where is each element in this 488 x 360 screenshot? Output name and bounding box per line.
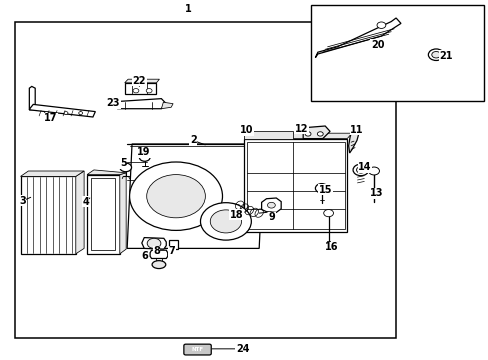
Text: 4: 4	[82, 197, 89, 207]
Polygon shape	[348, 128, 359, 153]
Polygon shape	[124, 79, 159, 83]
Circle shape	[431, 51, 440, 58]
Circle shape	[368, 167, 379, 175]
Polygon shape	[303, 126, 329, 139]
Text: 12: 12	[294, 124, 308, 134]
Text: 9: 9	[268, 212, 275, 222]
Polygon shape	[87, 175, 120, 254]
Circle shape	[267, 202, 275, 208]
Circle shape	[146, 175, 205, 218]
Text: 22: 22	[132, 76, 146, 86]
Polygon shape	[120, 173, 126, 254]
Bar	[15, 22, 395, 338]
Circle shape	[427, 49, 443, 60]
Text: 24: 24	[235, 344, 249, 354]
Text: 1: 1	[184, 4, 191, 14]
Text: 14: 14	[357, 162, 371, 172]
Text: 11: 11	[349, 125, 363, 135]
Polygon shape	[244, 133, 351, 139]
Polygon shape	[127, 144, 264, 248]
Text: 19: 19	[137, 147, 150, 157]
Text: 21: 21	[438, 51, 452, 61]
Polygon shape	[76, 171, 84, 254]
Text: 3: 3	[19, 196, 26, 206]
Circle shape	[147, 238, 161, 248]
Text: 10: 10	[240, 125, 253, 135]
Circle shape	[356, 167, 365, 173]
Bar	[326, 241, 329, 246]
Polygon shape	[29, 104, 95, 117]
Text: 7: 7	[168, 246, 175, 256]
Circle shape	[44, 112, 48, 114]
Circle shape	[139, 153, 150, 161]
Polygon shape	[124, 83, 156, 94]
Bar	[310, 5, 483, 101]
Circle shape	[323, 210, 333, 217]
Polygon shape	[150, 250, 167, 258]
Polygon shape	[161, 102, 173, 109]
Circle shape	[315, 184, 327, 193]
Text: 8: 8	[153, 246, 160, 256]
Circle shape	[129, 162, 222, 230]
Polygon shape	[244, 131, 293, 139]
Text: 23: 23	[106, 98, 120, 108]
Polygon shape	[20, 171, 84, 176]
Circle shape	[120, 163, 131, 172]
Text: 6: 6	[141, 251, 147, 261]
Text: 2: 2	[189, 135, 196, 145]
Polygon shape	[246, 142, 344, 229]
Circle shape	[200, 203, 251, 240]
Polygon shape	[87, 170, 126, 175]
Circle shape	[146, 89, 152, 93]
Polygon shape	[29, 86, 35, 110]
Text: 18: 18	[229, 210, 243, 220]
Text: 17: 17	[43, 113, 57, 123]
Circle shape	[64, 112, 68, 114]
Polygon shape	[91, 178, 115, 250]
Circle shape	[376, 22, 385, 28]
Circle shape	[79, 112, 82, 114]
Polygon shape	[244, 139, 346, 232]
Ellipse shape	[152, 261, 165, 269]
Polygon shape	[20, 176, 76, 254]
Text: 13: 13	[369, 188, 383, 198]
Text: 15: 15	[318, 185, 332, 195]
Bar	[168, 240, 177, 249]
Circle shape	[210, 210, 241, 233]
Polygon shape	[315, 18, 400, 58]
Circle shape	[352, 164, 368, 176]
Text: NTF: NTF	[191, 347, 203, 352]
Circle shape	[317, 132, 323, 136]
Circle shape	[305, 132, 310, 136]
Text: 20: 20	[370, 40, 384, 50]
FancyBboxPatch shape	[183, 344, 211, 355]
Polygon shape	[117, 99, 166, 109]
Polygon shape	[142, 238, 166, 249]
Text: 5: 5	[120, 158, 126, 168]
Polygon shape	[261, 198, 281, 212]
Text: 16: 16	[324, 242, 338, 252]
Circle shape	[133, 89, 139, 93]
